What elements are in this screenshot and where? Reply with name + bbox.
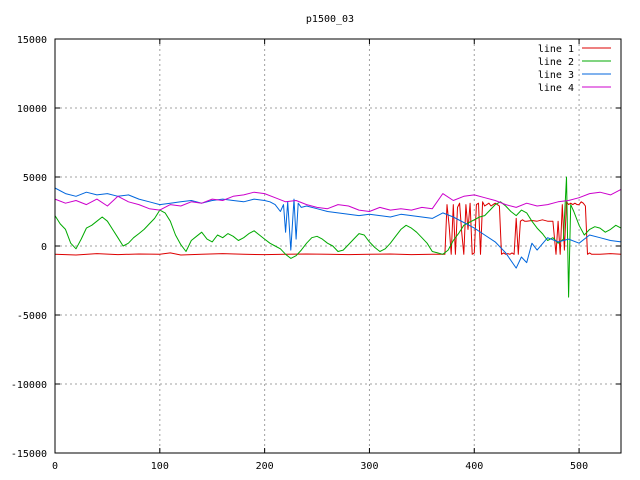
series-line-1 xyxy=(54,201,622,256)
legend-label: line 3 xyxy=(538,70,574,81)
y-tick-label: 15000 xyxy=(17,35,47,46)
y-tick-label: -5000 xyxy=(17,311,47,322)
y-tick-label: 5000 xyxy=(23,173,47,184)
y-tick-label: -10000 xyxy=(11,380,47,391)
x-tick-label: 300 xyxy=(360,461,378,472)
legend-label: line 1 xyxy=(538,44,574,55)
series-line-4 xyxy=(54,188,622,212)
chart-title: p1500_03 xyxy=(306,14,354,25)
x-tick-label: 0 xyxy=(52,461,58,472)
series-line-3 xyxy=(54,187,622,269)
legend: line 1 line 2 line 3 line 4 xyxy=(538,44,611,94)
legend-label: line 2 xyxy=(538,57,574,68)
y-tick-label: 10000 xyxy=(17,104,47,115)
y-tick-label: -15000 xyxy=(11,449,47,460)
legend-label: line 4 xyxy=(538,83,574,94)
x-tick-label: 100 xyxy=(151,461,169,472)
x-tick-label: 500 xyxy=(570,461,588,472)
x-tick-label: 400 xyxy=(465,461,483,472)
y-tick-label: 0 xyxy=(41,242,47,253)
series-line-2 xyxy=(54,176,622,298)
axis-ticks: 0 100 200 300 400 500 -15000 -10000 -5000 0 5000 10… xyxy=(11,35,621,472)
x-tick-label: 200 xyxy=(256,461,274,472)
series-lines xyxy=(54,176,622,298)
